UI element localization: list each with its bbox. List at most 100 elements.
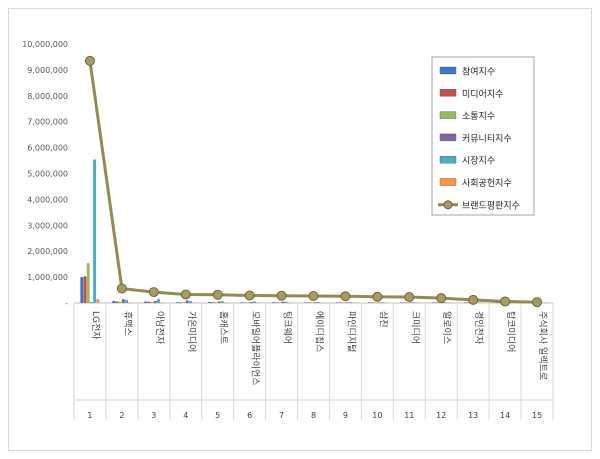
bar-사회공헌지수 <box>543 302 547 303</box>
category-label: 파인디지털 <box>345 311 357 352</box>
brand-reputation-point <box>116 283 127 294</box>
legend-swatch <box>439 89 457 97</box>
brand-reputation-point <box>212 289 223 300</box>
category-label: 삼진 <box>377 311 388 328</box>
bar-미디어지수 <box>307 302 310 303</box>
bar-시장지수 <box>188 300 192 303</box>
y-tick-label: 3,000,000 <box>27 221 68 230</box>
bar-참여지수 <box>176 302 180 303</box>
legend-swatch <box>439 111 457 119</box>
bar-참여지수 <box>495 302 499 303</box>
y-tick-label: 9,000,000 <box>27 66 68 75</box>
brand-reputation-point <box>436 293 447 304</box>
rank-label: 13 <box>468 411 478 420</box>
bar-시장지수 <box>316 301 320 303</box>
bar-커뮤니티지수 <box>345 302 349 303</box>
category-label: 크미디어 <box>409 311 420 344</box>
bar-시장지수 <box>157 299 160 303</box>
brand-reputation-point <box>244 290 255 301</box>
bar-시장지수 <box>220 301 224 303</box>
legend-swatch <box>439 133 457 142</box>
bar-참여지수 <box>367 302 371 303</box>
bar-커뮤니티지수 <box>409 302 413 303</box>
bar-미디어지수 <box>434 302 438 303</box>
legend-swatch <box>439 66 457 75</box>
bar-미디어지수 <box>243 302 247 303</box>
bar-시장지수 <box>93 159 97 303</box>
bar-소통지수 <box>406 302 409 303</box>
bar-소통지수 <box>150 301 154 303</box>
category-label: 아남전자 <box>154 311 165 345</box>
bar-소통지수 <box>182 302 186 303</box>
category-label: 홈캐스트 <box>218 311 230 344</box>
bar-소통지수 <box>342 302 346 303</box>
bar-참여지수 <box>335 302 339 303</box>
legend-swatch <box>439 155 457 164</box>
bar-커뮤니티지수 <box>153 300 157 303</box>
bar-미디어지수 <box>83 276 87 303</box>
brand-reputation-point <box>372 291 383 302</box>
y-tick-label: 1,000,000 <box>27 273 68 282</box>
legend-label: 시장지수 <box>462 156 495 167</box>
bar-커뮤니티지수 <box>217 301 221 303</box>
y-tick-label: 8,000,000 <box>27 92 68 101</box>
bar-소통지수 <box>278 302 282 303</box>
bar-소통지수 <box>246 302 250 303</box>
bar-미디어지수 <box>402 302 406 303</box>
bar-참여지수 <box>431 302 435 303</box>
bar-시장지수 <box>348 302 352 303</box>
bar-사회공헌지수 <box>224 302 227 303</box>
bar-시장지수 <box>284 301 288 303</box>
rank-label: 6 <box>247 411 252 420</box>
bar-사회공헌지수 <box>256 302 259 303</box>
category-label: 알로이스 <box>441 311 452 344</box>
bar-커뮤니티지수 <box>185 300 189 303</box>
bar-참여지수 <box>112 300 116 303</box>
bar-미디어지수 <box>370 302 374 303</box>
bar-사회공헌지수 <box>96 299 100 303</box>
category-label: 휴맥스 <box>122 311 133 336</box>
brand-reputation-point <box>468 294 479 305</box>
bar-시장지수 <box>125 299 128 303</box>
bar-사회공헌지수 <box>128 302 132 303</box>
category-label: 에이디칩스 <box>314 311 325 352</box>
bar-커뮤니티지수 <box>281 301 285 303</box>
bar-미디어지수 <box>339 302 342 303</box>
y-tick-label: 6,000,000 <box>27 144 68 153</box>
bar-시장지수 <box>444 302 448 303</box>
brand-reputation-point <box>340 291 351 302</box>
legend-label: 사회공헌지수 <box>462 178 512 189</box>
bar-소통지수 <box>374 302 378 303</box>
category-label: 주식회사 일렉트로 <box>537 311 548 380</box>
category-label: 팅크웨어 <box>282 311 294 344</box>
y-tick-label: 4,000,000 <box>27 195 68 204</box>
legend-marker <box>443 200 453 210</box>
brand-reputation-point <box>148 287 159 298</box>
rank-label: 15 <box>532 411 542 420</box>
y-tick-label: 2,000,000 <box>27 247 68 256</box>
bar-사회공헌지수 <box>160 302 164 303</box>
bar-사회공헌지수 <box>351 302 355 303</box>
brand-reputation-point <box>500 296 511 307</box>
rank-label: 11 <box>404 411 414 420</box>
bar-사회공헌지수 <box>287 302 291 303</box>
bar-커뮤니티지수 <box>121 299 125 303</box>
bar-사회공헌지수 <box>415 302 419 303</box>
bar-시장지수 <box>476 302 480 303</box>
rank-label: 7 <box>279 411 284 420</box>
rank-label: 8 <box>311 411 316 420</box>
brand-reputation-point <box>532 297 543 308</box>
category-label: 모바일어플라이언스 <box>250 311 262 386</box>
bar-커뮤니티지수 <box>313 302 317 303</box>
rank-label: 3 <box>151 411 156 420</box>
bar-미디어지수 <box>179 302 183 303</box>
bar-시장지수 <box>252 301 256 303</box>
rank-label: 2 <box>119 411 124 420</box>
bar-사회공헌지수 <box>479 302 483 303</box>
bar-소통지수 <box>214 302 218 303</box>
brand-reputation-point <box>84 55 95 66</box>
category-label: LG전자 <box>90 311 101 340</box>
brand-reputation-point <box>180 289 191 300</box>
bar-미디어지수 <box>275 302 279 303</box>
